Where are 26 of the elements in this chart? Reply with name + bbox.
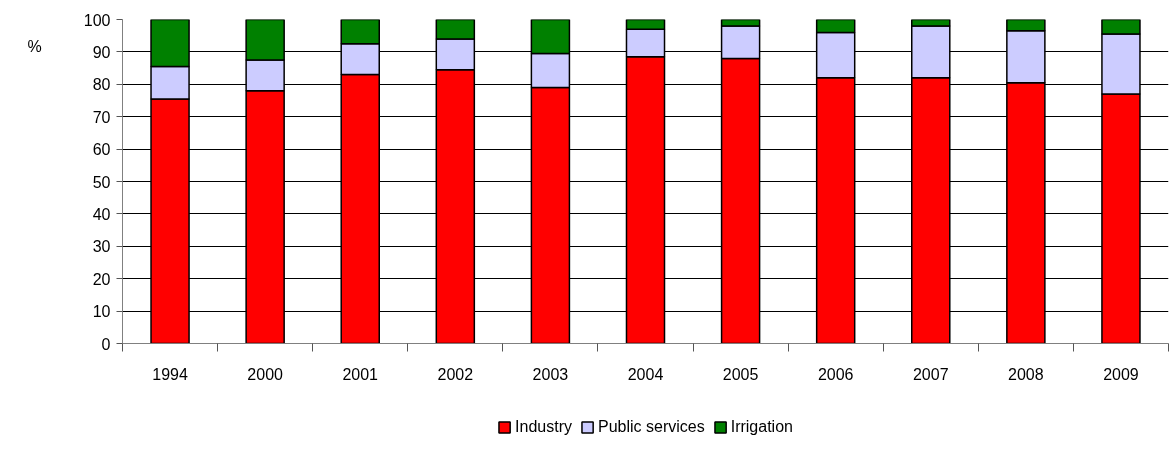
y-tick-label: 70 [92, 108, 111, 126]
legend-label: Irrigation [730, 418, 793, 436]
x-tick-label: 2002 [437, 365, 474, 383]
y-tick-label: 90 [92, 43, 111, 61]
x-tick-label: 2000 [247, 365, 284, 383]
y-tick-label: 60 [92, 141, 111, 159]
x-tick-label: 2006 [817, 365, 854, 383]
y-tick-label: 80 [92, 76, 111, 94]
x-tick-label: 2009 [1103, 365, 1139, 383]
x-tick-label: 2007 [912, 365, 949, 383]
legend-label: Industry [515, 418, 572, 436]
y-tick-label: 50 [92, 173, 111, 191]
y-axis-title: % [27, 37, 42, 55]
x-tick-label: 2003 [532, 365, 569, 383]
x-tick-label: 2004 [627, 365, 664, 383]
x-tick-label: 2005 [722, 365, 759, 383]
y-tick-label: 10 [92, 303, 111, 321]
y-tick-label: 30 [92, 238, 111, 256]
y-tick-label: 0 [101, 335, 111, 353]
y-tick-label: 100 [83, 11, 111, 29]
legend-label: Public services [597, 418, 705, 436]
x-tick-label: 1994 [152, 365, 188, 383]
x-tick-label: 2001 [342, 365, 379, 383]
y-tick-label: 20 [92, 270, 111, 288]
x-tick-label: 2008 [1008, 365, 1044, 383]
y-tick-label: 40 [92, 205, 111, 223]
